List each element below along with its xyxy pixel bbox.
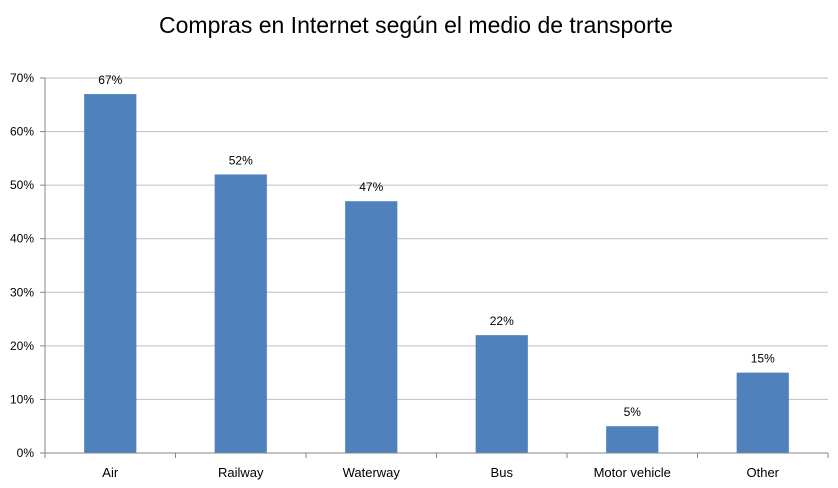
y-tick-label: 20%	[10, 339, 34, 353]
data-label: 5%	[624, 405, 642, 419]
chart-title: Compras en Internet según el medio de tr…	[159, 12, 673, 38]
bar	[475, 335, 528, 453]
x-category-label: Waterway	[343, 465, 401, 480]
x-category-label: Other	[746, 465, 779, 480]
x-category-label: Bus	[491, 465, 514, 480]
bars: 67% 52% 47% 22% 5% 15%	[84, 73, 789, 454]
bar	[736, 372, 789, 453]
y-tick-label: 60%	[10, 125, 34, 139]
y-tick-label: 50%	[10, 178, 34, 192]
y-tick-label: 40%	[10, 232, 34, 246]
data-label: 15%	[751, 352, 775, 366]
y-tick-label: 70%	[10, 71, 34, 85]
bar	[345, 201, 398, 453]
x-category-label: Motor vehicle	[594, 465, 671, 480]
y-axis: 0% 10% 20% 30% 40% 50% 60% 70%	[10, 71, 46, 460]
bar	[84, 94, 137, 454]
y-tick-label: 30%	[10, 285, 34, 299]
y-tick-label: 10%	[10, 392, 34, 406]
gridlines	[45, 77, 828, 400]
data-label: 47%	[359, 180, 383, 194]
x-category-label: Air	[102, 465, 119, 480]
y-tick-label: 0%	[17, 446, 35, 460]
data-label: 67%	[98, 73, 122, 87]
bar	[606, 426, 659, 453]
x-category-label: Railway	[218, 465, 264, 480]
x-axis: Air Railway Waterway Bus Motor vehicle Other	[44, 452, 829, 480]
data-label: 22%	[490, 314, 514, 328]
bar	[214, 174, 267, 453]
data-label: 52%	[229, 153, 253, 167]
